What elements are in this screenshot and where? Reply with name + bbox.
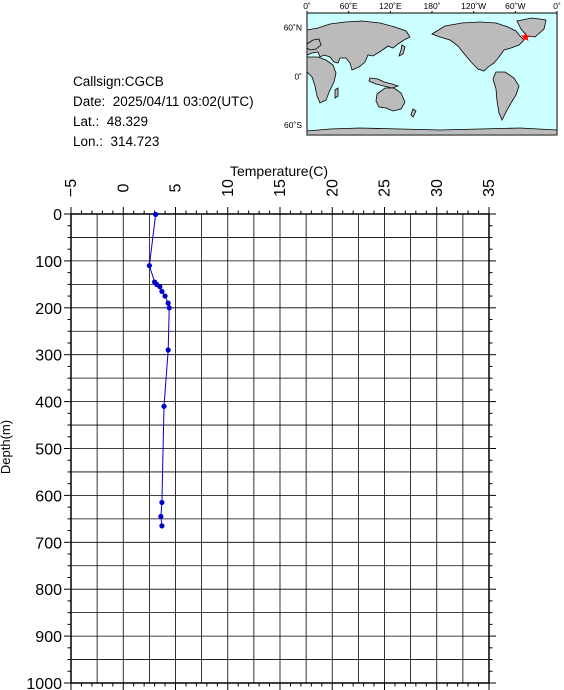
longitude-label: Lon.: 314.723	[73, 134, 160, 149]
station-info: Callsign:CGCB Date: 2025/04/11 03:02(UTC…	[73, 72, 254, 152]
antarctica	[306, 127, 558, 136]
indonesia	[368, 77, 400, 89]
station-star	[520, 32, 531, 42]
data-point	[162, 293, 168, 299]
y-tick-label: 500	[35, 442, 62, 459]
x-tick-label: 10	[220, 179, 237, 197]
data-point	[166, 305, 172, 311]
new-zealand	[410, 108, 417, 118]
x-tick-label: 30	[429, 179, 446, 197]
y-tick-label: 900	[35, 629, 62, 646]
y-tick-label: 800	[35, 582, 62, 599]
data-point	[157, 284, 163, 290]
y-axis-title: Depth(m)	[0, 420, 13, 474]
x-tick-label: 15	[272, 179, 289, 197]
x-tick-label: 5	[168, 183, 185, 192]
y-tick-label: 1000	[26, 676, 62, 690]
y-tick-label: 200	[35, 301, 62, 318]
map-lon-tick-label: 0˚	[303, 1, 311, 11]
madagascar	[334, 87, 339, 99]
map-lon-tick-label: 60˚W	[505, 1, 525, 11]
data-point	[165, 300, 171, 306]
australia-landmass	[375, 87, 406, 112]
greenland	[516, 17, 547, 38]
y-tick-label: 100	[35, 254, 62, 271]
x-tick-label: 20	[324, 179, 341, 197]
map-tick-labels: 0˚ 60˚E 120˚E 180˚ 120˚W 60˚W 0˚ 60˚N 0˚ 60˚S	[284, 1, 561, 130]
y-tick-label: 400	[35, 395, 62, 412]
x-tick-label: 0	[115, 183, 132, 192]
data-point	[146, 262, 152, 269]
data-point	[158, 513, 164, 520]
map-lon-tick-label: 120˚W	[461, 1, 486, 11]
south-america-landmass	[492, 71, 520, 121]
europe-west	[306, 38, 322, 51]
station-marker-star	[520, 32, 531, 42]
data-point	[161, 403, 167, 409]
map-lon-tick-label: 60˚E	[340, 1, 358, 11]
map-lon-tick-label: 180˚	[423, 1, 440, 11]
y-tick-label: 0	[53, 207, 62, 224]
africa-landmass	[306, 56, 337, 104]
y-tick-label: 600	[35, 488, 62, 505]
map-land	[306, 17, 558, 136]
chart-axes: −5 0 5 10 15 20 25 30 35010020030040050060070080…	[26, 179, 498, 690]
x-tick-label: −5	[63, 179, 80, 197]
map-lon-tick-label: 120˚E	[379, 1, 402, 11]
y-tick-label: 700	[35, 535, 62, 552]
map-lat-tick-label: 60˚N	[284, 23, 302, 33]
date-label: Date: 2025/04/11 03:02(UTC)	[73, 94, 254, 109]
x-tick-label: 35	[481, 179, 498, 197]
eurasia-landmass	[306, 20, 411, 71]
data-point	[159, 523, 165, 529]
world-map: 0˚ 60˚E 120˚E 180˚ 120˚W 60˚W 0˚ 60˚N 0˚ 60˚S	[284, 1, 561, 136]
callsign-label: Callsign:CGCB	[73, 74, 164, 89]
y-tick-label: 300	[35, 348, 62, 365]
japan	[398, 44, 406, 57]
data-point	[159, 288, 165, 294]
temperature-profile	[146, 211, 172, 529]
x-axis-title: Temperature(C)	[230, 163, 328, 179]
north-america-landmass	[431, 21, 525, 72]
data-point	[153, 211, 159, 218]
chart-grid	[70, 213, 490, 684]
map-lon-tick-label: 0˚	[553, 1, 561, 11]
map-lat-tick-label: 60˚S	[284, 120, 302, 130]
latitude-label: Lat.: 48.329	[73, 114, 149, 129]
x-tick-label: 25	[377, 179, 394, 197]
temperature-depth-chart: Temperature(C) Depth(m) −5 0 5 10 15 20 25 30 35…	[0, 163, 498, 690]
map-lat-tick-label: 0˚	[294, 71, 302, 81]
data-point	[159, 499, 165, 506]
data-point	[165, 347, 171, 353]
